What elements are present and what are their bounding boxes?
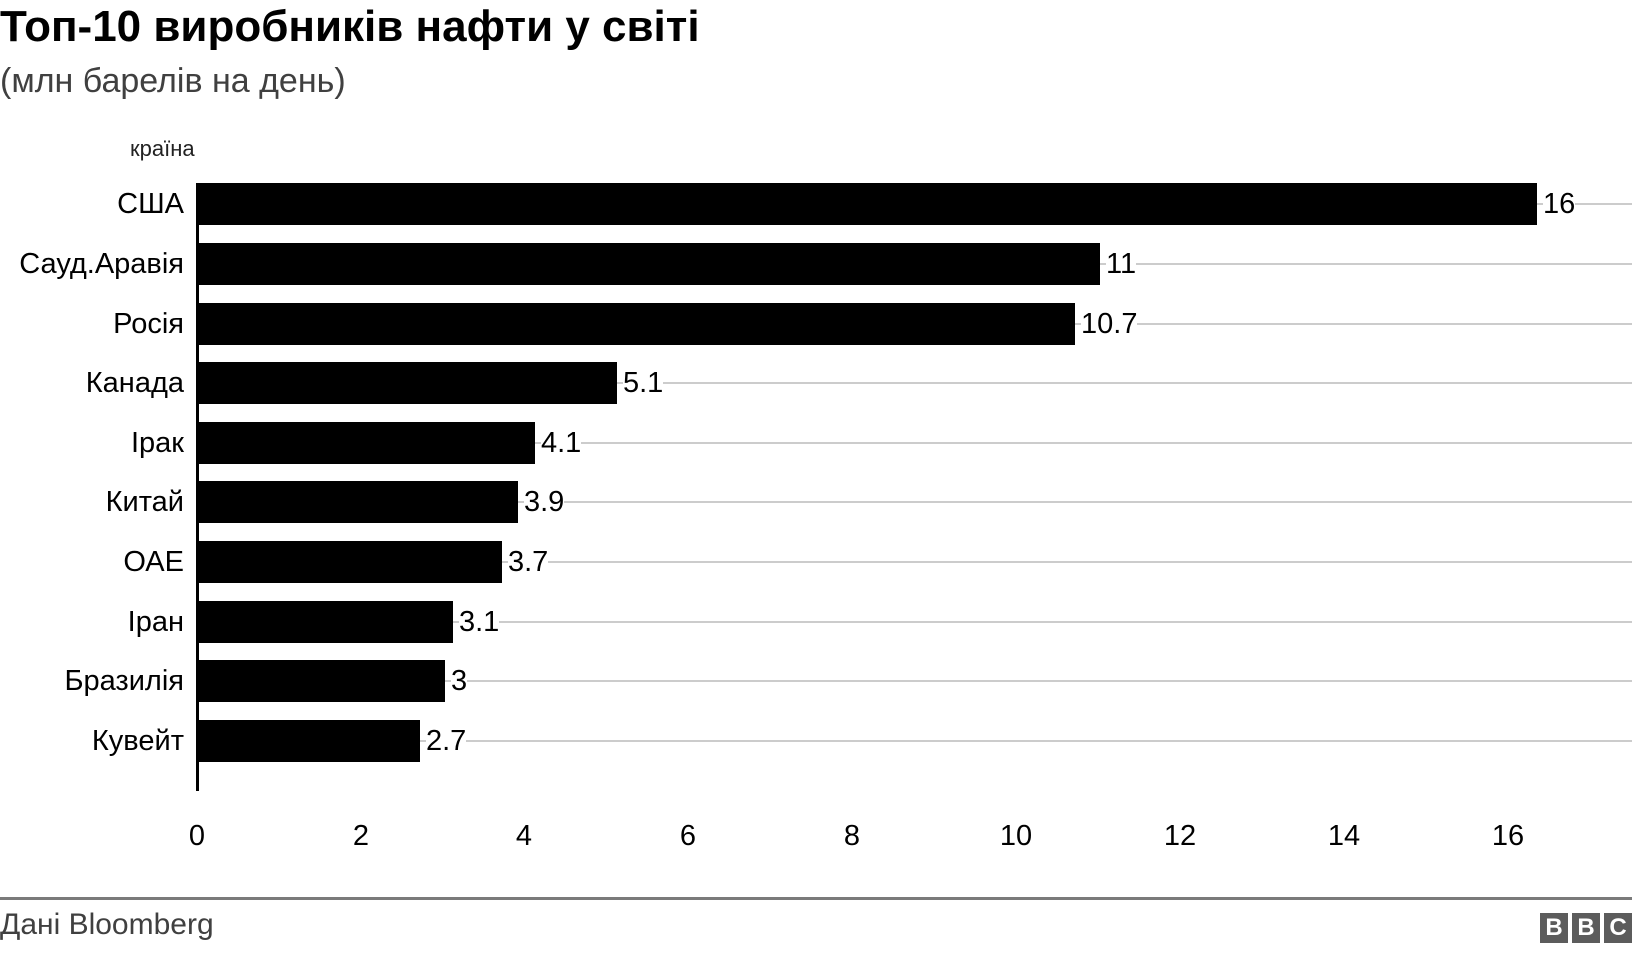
category-label: Бразилія <box>64 665 184 697</box>
x-tick: 14 <box>1327 820 1361 852</box>
footer-divider <box>0 897 1632 900</box>
gridline <box>198 442 1632 444</box>
chart-title: Топ-10 виробників нафти у світі <box>0 2 700 51</box>
category-label: Сауд.Аравія <box>19 248 184 280</box>
value-label: 3.1 <box>459 606 500 638</box>
gridline <box>198 501 1632 503</box>
y-axis-title: країна <box>130 136 195 161</box>
value-label: 16 <box>1543 188 1576 220</box>
x-tick: 16 <box>1491 820 1525 852</box>
x-tick: 0 <box>188 820 206 852</box>
x-tick: 6 <box>679 820 697 852</box>
category-label: США <box>117 188 184 220</box>
category-label: Китай <box>105 486 184 518</box>
gridline <box>198 561 1632 563</box>
bar <box>198 243 1100 285</box>
category-label: Росія <box>113 308 184 340</box>
bar <box>198 541 502 583</box>
x-tick: 2 <box>352 820 370 852</box>
x-tick: 12 <box>1163 820 1197 852</box>
value-label: 4.1 <box>541 427 582 459</box>
value-label: 3.7 <box>508 546 549 578</box>
x-tick: 10 <box>999 820 1033 852</box>
bar-row: Китай 3.9 <box>0 481 1632 543</box>
bar-row: Росія 10.7 <box>0 303 1632 365</box>
bar <box>198 183 1537 225</box>
value-label: 11 <box>1106 248 1137 280</box>
y-axis-line <box>196 183 199 791</box>
bar <box>198 720 420 762</box>
logo-letter: C <box>1604 913 1632 943</box>
bar-row: Ірак 4.1 <box>0 422 1632 484</box>
bar-row: Кувейт 2.7 <box>0 720 1632 782</box>
bbc-logo: B B C <box>1540 913 1632 943</box>
bar-row: Канада 5.1 <box>0 362 1632 424</box>
category-label: Канада <box>85 367 184 399</box>
bar-row: ОАЕ 3.7 <box>0 541 1632 603</box>
bar <box>198 422 535 464</box>
bar-row: Іран 3.1 <box>0 601 1632 663</box>
value-label: 5.1 <box>623 367 664 399</box>
chart-subtitle: (млн барелів на день) <box>0 62 346 100</box>
x-tick: 8 <box>843 820 861 852</box>
bar <box>198 481 518 523</box>
x-axis-ticks: 0 2 4 6 8 10 12 14 16 <box>0 820 1632 860</box>
gridline <box>198 680 1632 682</box>
bar-row: Бразилія 3 <box>0 660 1632 722</box>
category-label: Кувейт <box>91 725 184 757</box>
value-label: 10.7 <box>1081 308 1138 340</box>
x-tick: 4 <box>515 820 533 852</box>
bar <box>198 362 617 404</box>
value-label: 3 <box>451 665 468 697</box>
bar <box>198 660 445 702</box>
category-label: Іран <box>127 606 184 638</box>
bar <box>198 601 453 643</box>
category-label: Ірак <box>130 427 184 459</box>
value-label: 3.9 <box>524 486 565 518</box>
category-label: ОАЕ <box>123 546 184 578</box>
value-label: 2.7 <box>426 725 467 757</box>
bar-row: Сауд.Аравія 11 <box>0 243 1632 305</box>
gridline <box>198 740 1632 742</box>
gridline <box>198 621 1632 623</box>
bar-row: США 16 <box>0 183 1632 245</box>
bar <box>198 303 1075 345</box>
gridline <box>198 382 1632 384</box>
logo-letter: B <box>1572 913 1600 943</box>
logo-letter: B <box>1540 913 1568 943</box>
source-note: Дані Bloomberg <box>0 908 214 941</box>
